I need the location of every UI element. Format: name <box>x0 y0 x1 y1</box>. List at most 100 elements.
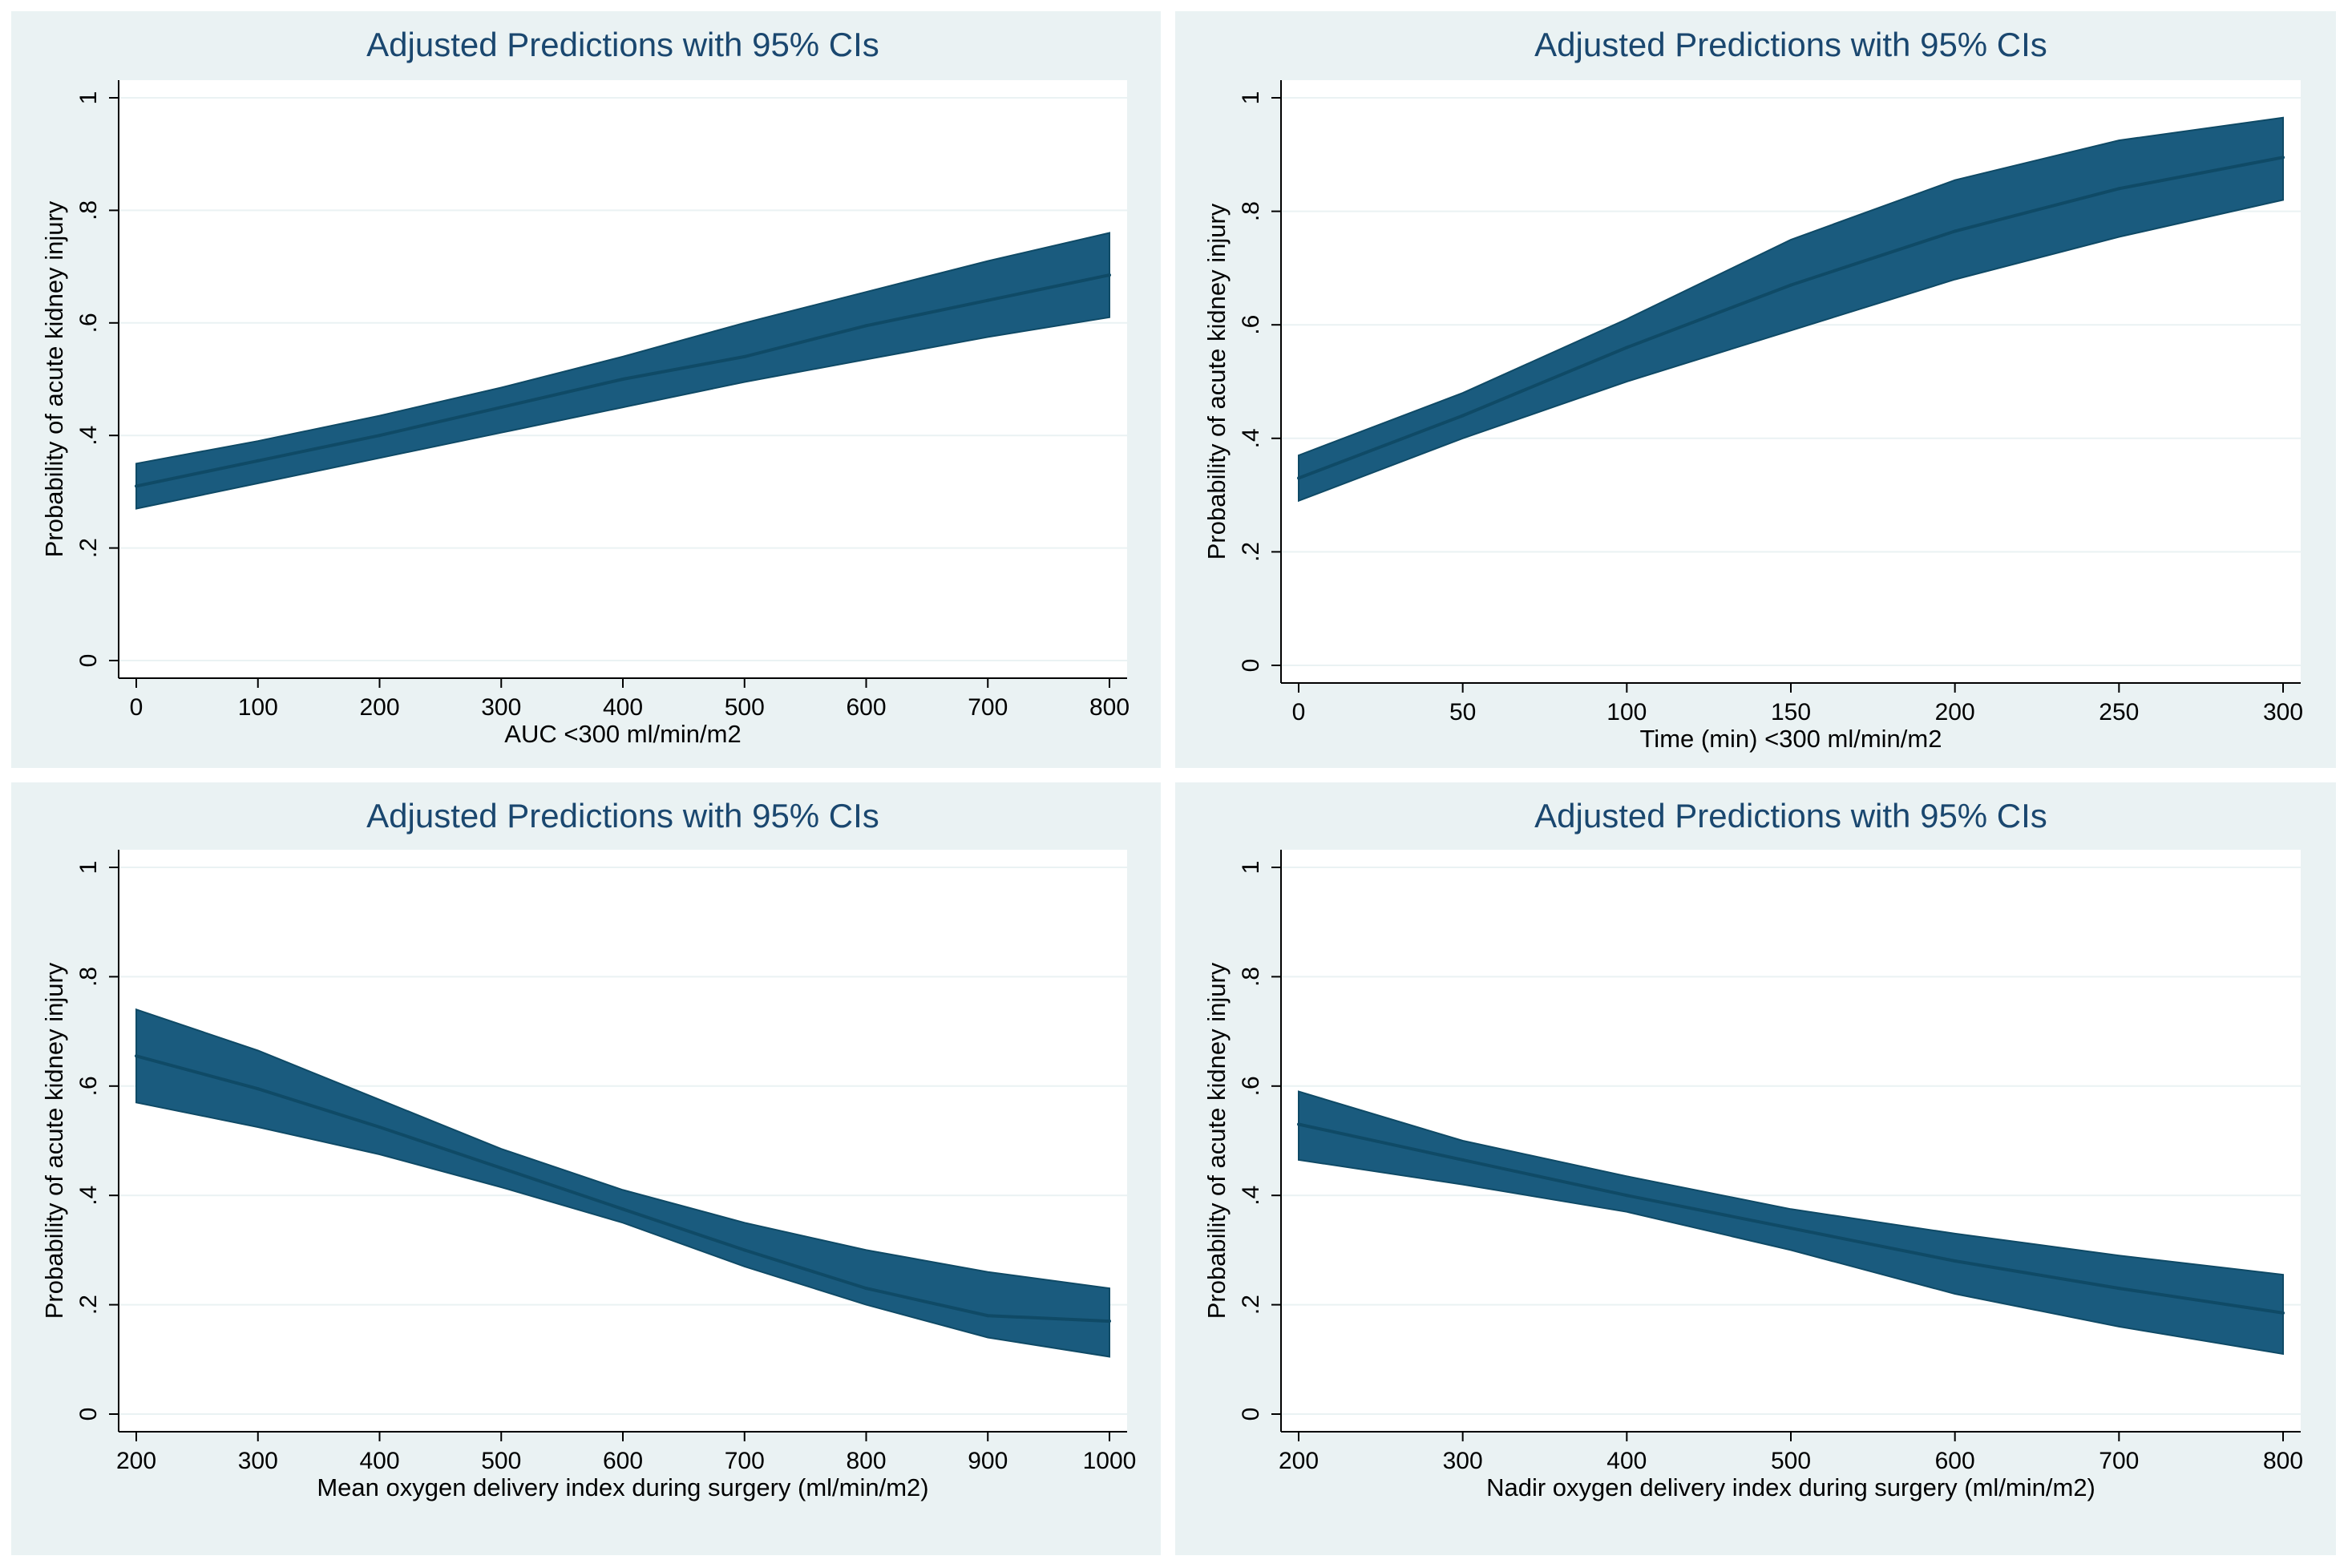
ci-band-series-0 <box>135 232 1110 510</box>
x-tick-label: 500 <box>481 1448 521 1474</box>
x-axis-label: AUC <300 ml/min/m2 <box>504 720 741 748</box>
data-point <box>1953 229 1957 233</box>
y-tick-label: .4 <box>75 426 102 446</box>
chart-panel-1: 0 .2 .4 .6 .8 1 0 100 200 300 400 500 600 700 800 Adjus… <box>11 11 1161 768</box>
x-tick-label: 200 <box>359 694 399 721</box>
ci-band-series-0 <box>1298 116 2284 503</box>
y-tick-label: 1 <box>1238 861 1264 875</box>
x-axis-label: Time (min) <300 ml/min/m2 <box>1640 725 1942 753</box>
data-point <box>1625 346 1629 350</box>
y-tick-label: .6 <box>75 313 102 333</box>
chart-title: Adjusted Predictions with 95% CIs <box>366 797 879 835</box>
x-tick-label: 600 <box>1935 1448 1975 1474</box>
data-point <box>621 378 624 381</box>
data-point <box>1625 1194 1629 1198</box>
data-point <box>2281 156 2285 160</box>
data-point <box>135 484 138 488</box>
y-tick-label: .4 <box>1238 1186 1264 1206</box>
data-point <box>499 1166 503 1170</box>
x-tick-label: 1000 <box>1083 1448 1137 1474</box>
data-point <box>378 434 382 438</box>
x-tick-label: 500 <box>1771 1448 1811 1474</box>
data-point <box>1461 414 1465 418</box>
y-axis-label: Probability of acute kidney injury <box>1202 962 1231 1319</box>
x-tick-label: 150 <box>1771 699 1811 725</box>
data-point <box>1297 1122 1300 1126</box>
x-tick-label: 800 <box>1089 694 1130 721</box>
data-point <box>742 1248 746 1252</box>
y-tick-label: .8 <box>75 200 102 220</box>
chart-panel-2: 0 .2 .4 .6 .8 1 0 50 100 150 200 250 300 Adjusted Pre… <box>1175 11 2336 768</box>
y-tick-label: .6 <box>1238 315 1264 335</box>
y-tick-label: .6 <box>1238 1076 1264 1096</box>
data-point <box>621 1207 624 1211</box>
data-point <box>1297 476 1300 480</box>
data-point <box>1789 1227 1792 1231</box>
y-tick-label: 0 <box>1238 659 1264 673</box>
x-tick-label: 100 <box>1606 699 1647 725</box>
x-tick-label: 600 <box>603 1448 643 1474</box>
chart-panel-4: 0 .2 .4 .6 .8 1 200 300 400 500 600 700 800 Adjusted … <box>1175 782 2336 1555</box>
figure: 0.2.4.6.8 1 0 100 200 300 400 500 600 700 800 Adjus… <box>11 11 2336 1555</box>
y-tick-label: .4 <box>1238 428 1264 448</box>
ci-band-series-0 <box>1298 1090 2284 1356</box>
x-tick-label: 200 <box>1279 1448 1319 1474</box>
x-tick-label: 400 <box>359 1448 399 1474</box>
y-tick-label: .2 <box>75 1295 102 1315</box>
data-point <box>2281 1311 2285 1315</box>
x-tick-label: 800 <box>846 1448 886 1474</box>
plot-area <box>119 850 1127 1432</box>
x-tick-label: 50 <box>1449 699 1476 725</box>
x-tick-label: 900 <box>968 1448 1008 1474</box>
x-tick-label: 100 <box>238 694 278 721</box>
data-point <box>1953 1259 1957 1263</box>
x-tick-label: 250 <box>2099 699 2139 725</box>
x-tick-label: 400 <box>603 694 643 721</box>
y-tick-label: 0 <box>75 654 102 668</box>
data-point <box>378 1125 382 1129</box>
data-point <box>864 324 868 328</box>
x-tick-label: 700 <box>725 1448 765 1474</box>
y-axis-label: Probability of acute kidney injury <box>40 962 68 1319</box>
x-tick-label: 200 <box>116 1448 156 1474</box>
y-tick-label: .8 <box>1238 201 1264 221</box>
data-point <box>2117 187 2121 191</box>
x-axis-label: Mean oxygen delivery index during surger… <box>317 1473 928 1501</box>
data-point <box>1461 1158 1465 1162</box>
chart-title: Adjusted Predictions with 95% CIs <box>366 26 879 63</box>
x-tick-label: 0 <box>1292 699 1306 725</box>
x-tick-label: 0 <box>130 694 143 721</box>
x-tick-label: 700 <box>968 694 1008 721</box>
data-point <box>986 1314 990 1318</box>
x-tick-label: 600 <box>846 694 886 721</box>
data-point <box>864 1287 868 1291</box>
chart-panel-3: 0 .2 .4 .6 .8 1 200 300 400 500 600 700 800 900 1000 Ad… <box>11 782 1161 1555</box>
data-point <box>499 406 503 410</box>
chart-title: Adjusted Predictions with 95% CIs <box>1534 26 2047 63</box>
data-point <box>742 354 746 358</box>
data-point <box>1108 1319 1111 1324</box>
y-tick-label: 1 <box>1238 91 1264 105</box>
chart-title: Adjusted Predictions with 95% CIs <box>1534 797 2047 835</box>
data-point <box>1789 283 1792 287</box>
x-tick-label: 300 <box>238 1448 278 1474</box>
x-tick-label: 400 <box>1606 1448 1647 1474</box>
y-tick-label: .2 <box>1238 542 1264 562</box>
figure-canvas: 0.2.4.6.810 100 200 300 400 500 600 700 800Adjus… <box>11 11 2336 1555</box>
data-point <box>135 1054 138 1058</box>
data-point <box>256 1087 260 1091</box>
x-tick-label: 700 <box>2099 1448 2139 1474</box>
y-tick-label: .4 <box>75 1186 102 1206</box>
y-tick-label: .8 <box>75 967 102 987</box>
y-tick-label: 1 <box>75 91 102 105</box>
x-tick-label: 300 <box>2263 699 2303 725</box>
y-tick-label: 1 <box>75 861 102 875</box>
y-tick-label: .2 <box>75 538 102 558</box>
x-tick-label: 500 <box>725 694 765 721</box>
x-tick-label: 200 <box>1935 699 1975 725</box>
data-point <box>256 459 260 463</box>
x-tick-label: 300 <box>1443 1448 1483 1474</box>
y-tick-label: .8 <box>1238 967 1264 987</box>
data-point <box>2117 1287 2121 1291</box>
y-tick-label: 0 <box>75 1408 102 1421</box>
